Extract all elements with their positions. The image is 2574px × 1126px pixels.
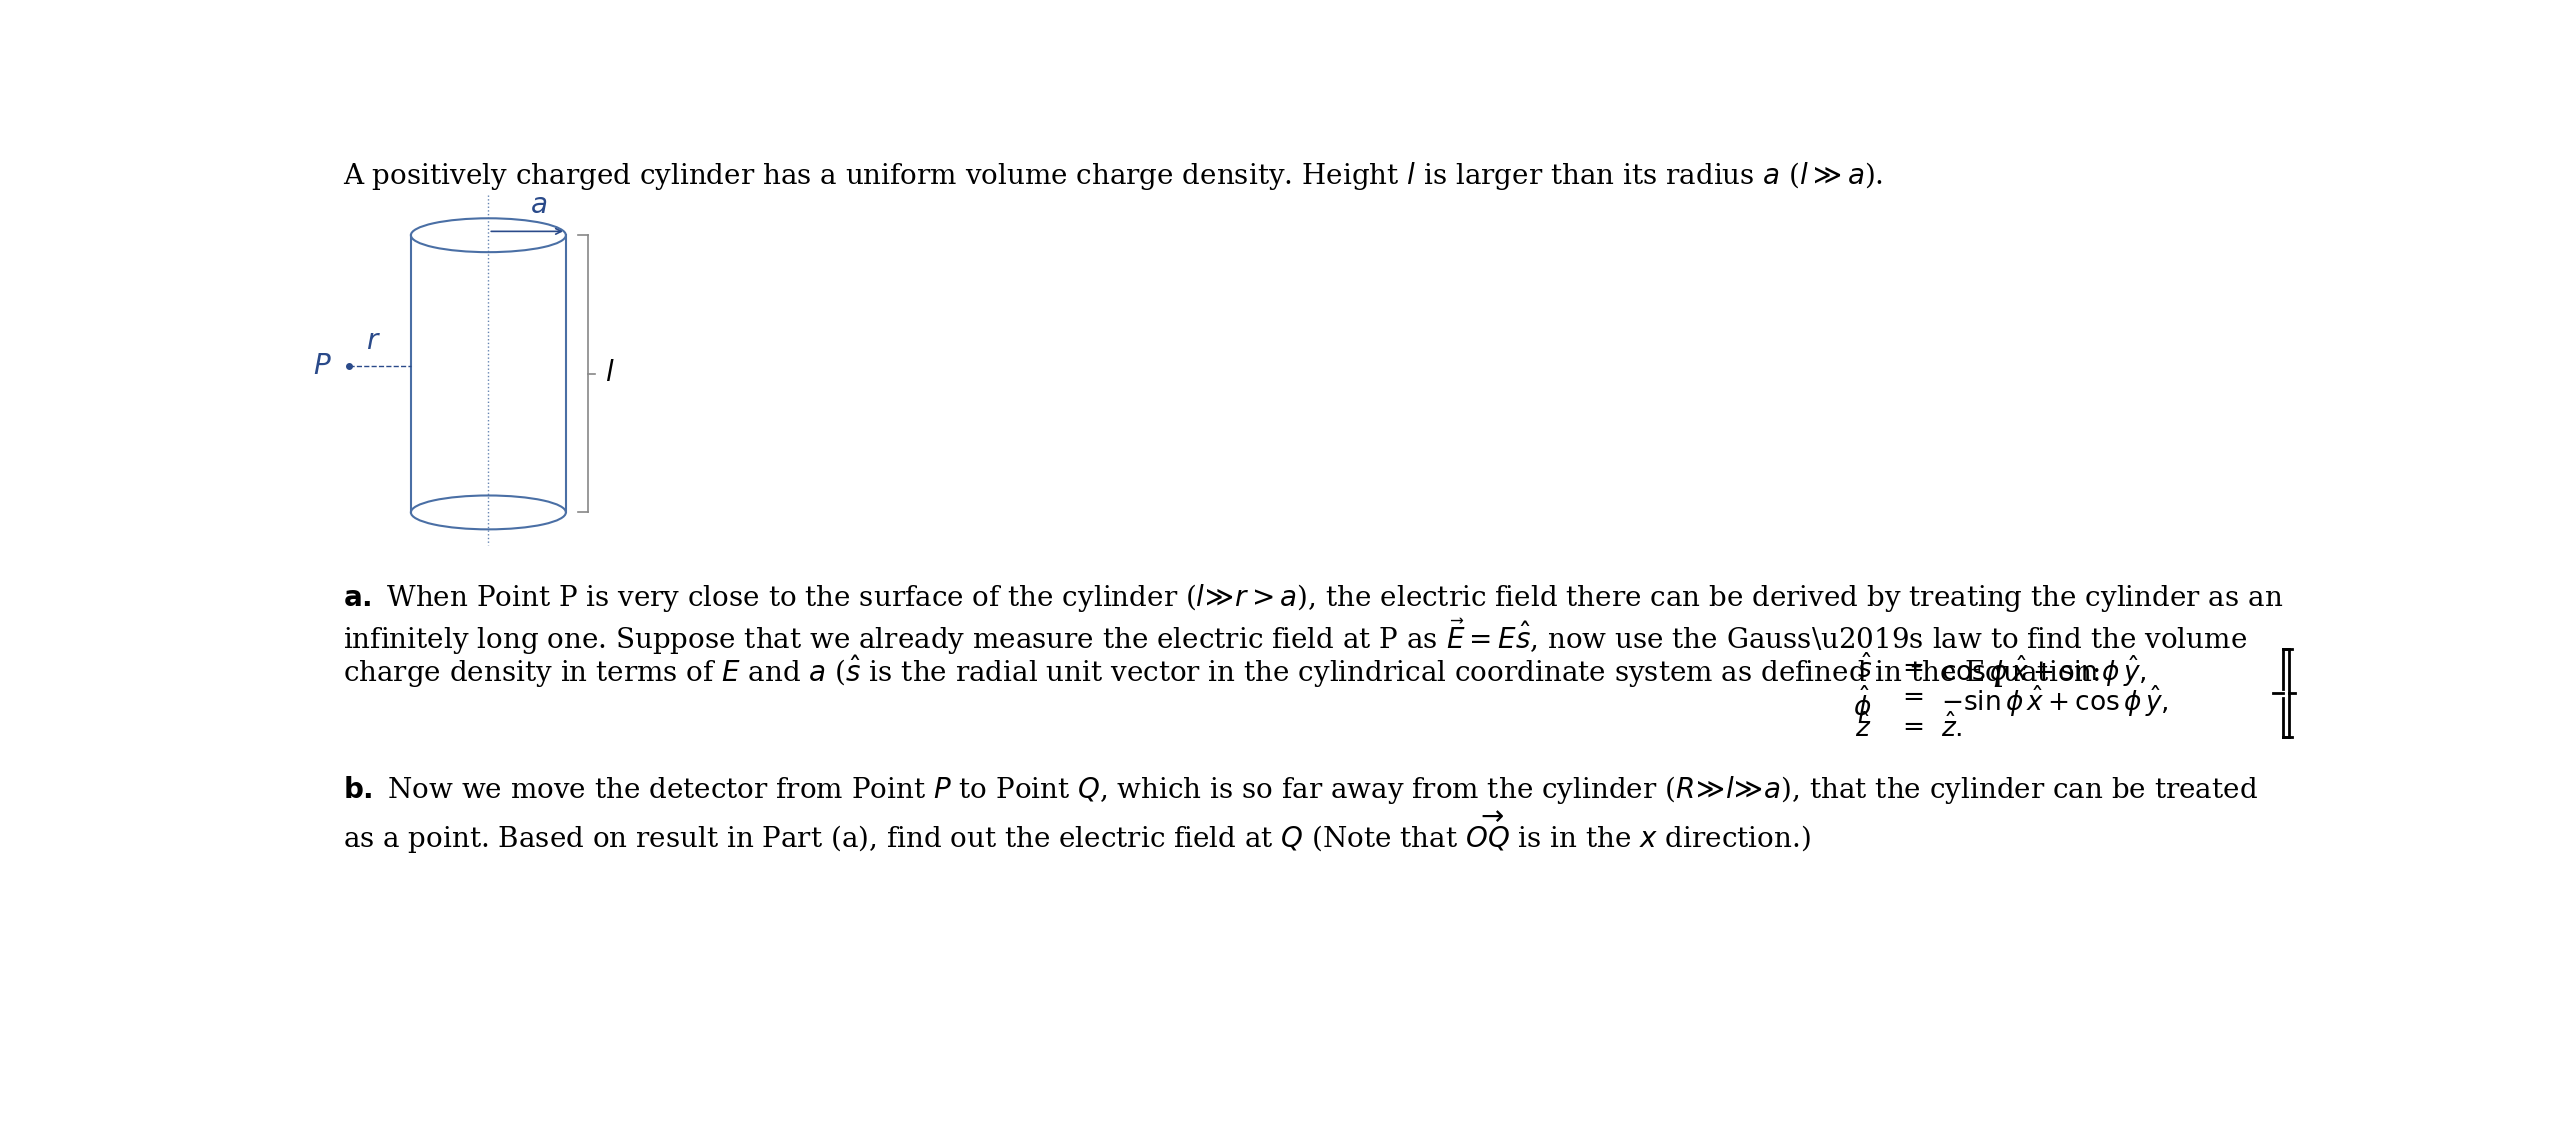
Text: as a point. Based on result in Part (a), find out the electric field at $Q$ (Not: as a point. Based on result in Part (a),… [342, 810, 1812, 856]
Text: $\bf{b.}$ Now we move the detector from Point $P$ to Point $Q$, which is so far : $\bf{b.}$ Now we move the detector from … [342, 775, 2257, 806]
Text: $P$: $P$ [314, 352, 332, 379]
Text: $\hat{s}$: $\hat{s}$ [1856, 654, 1871, 683]
Text: $r$: $r$ [366, 329, 381, 356]
Text: charge density in terms of $E$ and $a$ ($\hat{s}$ is the radial unit vector in t: charge density in terms of $E$ and $a$ (… [342, 653, 2100, 689]
Text: $l$: $l$ [605, 360, 615, 387]
Text: $=$: $=$ [1897, 713, 1923, 738]
Text: $a$: $a$ [530, 193, 548, 220]
Text: $\hat{\phi}$: $\hat{\phi}$ [1853, 683, 1871, 724]
Text: $\hat{z}$: $\hat{z}$ [1856, 713, 1871, 742]
Text: infinitely long one. Suppose that we already measure the electric field at P as : infinitely long one. Suppose that we alr… [342, 617, 2247, 658]
Text: $-\sin\phi\,\hat{x} + \cos\phi\,\hat{y},$: $-\sin\phi\,\hat{x} + \cos\phi\,\hat{y},… [1941, 683, 2170, 718]
Text: A positively charged cylinder has a uniform volume charge density. Height $l$ is: A positively charged cylinder has a unif… [342, 160, 1884, 191]
Text: $=$: $=$ [1897, 654, 1923, 679]
Text: $=$: $=$ [1897, 683, 1923, 708]
Text: $\cos\phi\,\hat{x} + \sin\phi\,\hat{y},$: $\cos\phi\,\hat{x} + \sin\phi\,\hat{y},$ [1941, 654, 2147, 689]
Text: $\bf{a.}$ When Point P is very close to the surface of the cylinder ($l\!\gg\! r: $\bf{a.}$ When Point P is very close to … [342, 582, 2283, 614]
Text: $\hat{z}.$: $\hat{z}.$ [1941, 713, 1964, 742]
